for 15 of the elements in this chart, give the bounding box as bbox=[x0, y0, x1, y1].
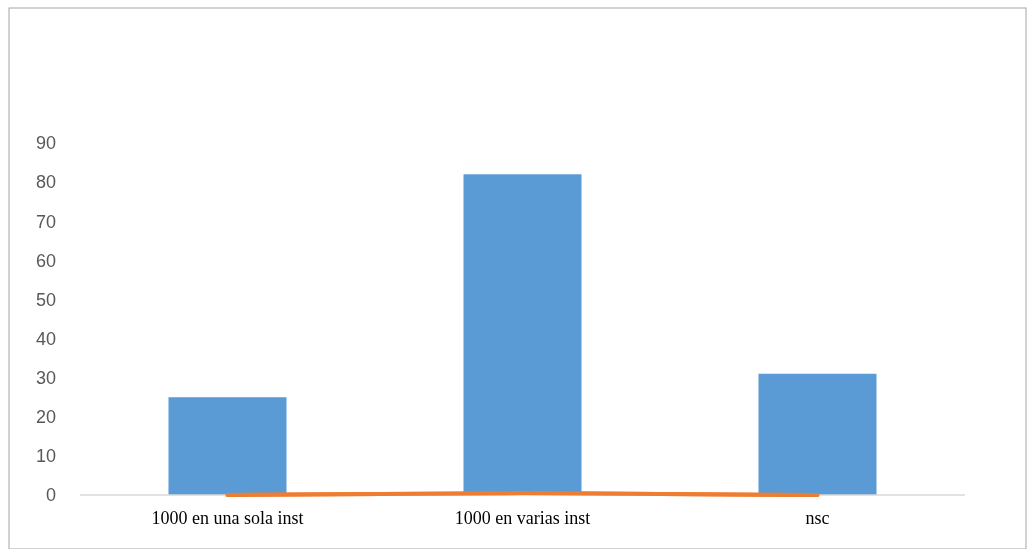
y-tick-label: 20 bbox=[35, 407, 56, 428]
y-tick-label: 50 bbox=[35, 289, 56, 310]
x-tick-label: 1000 en una sola inst bbox=[151, 508, 304, 528]
y-tick-label: 40 bbox=[35, 328, 56, 349]
bar bbox=[758, 373, 877, 495]
y-tick-label: 70 bbox=[35, 211, 56, 232]
bar bbox=[168, 397, 287, 495]
y-tick-label: 10 bbox=[35, 446, 56, 467]
y-tick-label: 80 bbox=[35, 172, 56, 193]
y-tick-label: 90 bbox=[35, 133, 56, 154]
x-tick-label: nsc bbox=[805, 508, 830, 528]
x-tick-label: 1000 en varias inst bbox=[454, 508, 591, 528]
y-tick-label: 30 bbox=[35, 367, 56, 388]
y-tick-label: 60 bbox=[35, 250, 56, 271]
y-tick-label: 0 bbox=[45, 485, 56, 506]
